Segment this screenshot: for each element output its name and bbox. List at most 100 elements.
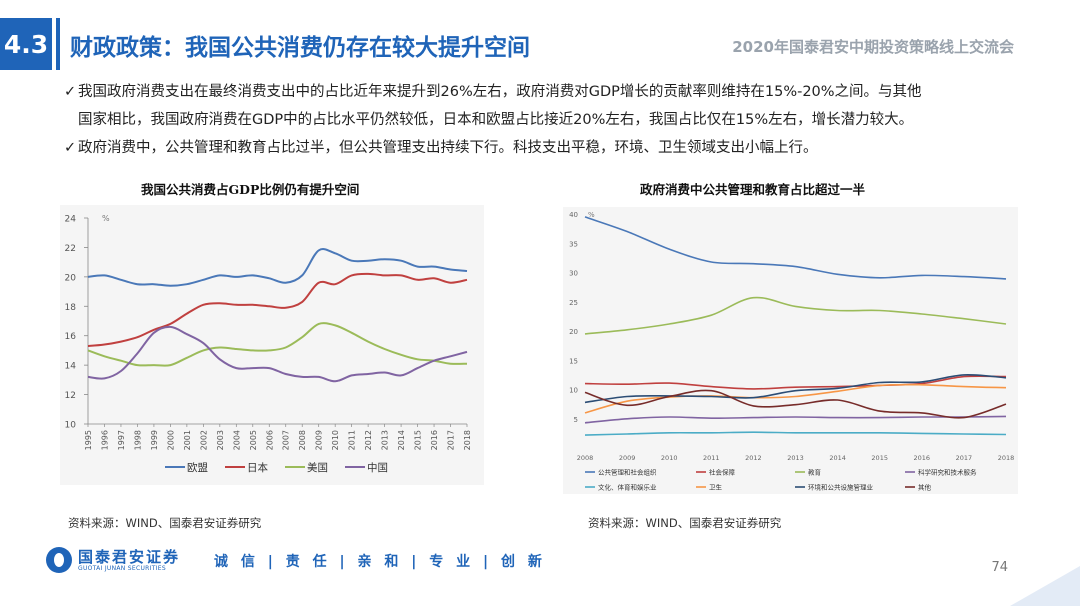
x-tick-label: 2007 — [282, 430, 291, 450]
x-tick-label: 2008 — [577, 454, 594, 462]
right-chart-title: 政府消费中公共管理和教育占比超过一半 — [640, 182, 866, 197]
x-tick-label: 1999 — [150, 430, 159, 450]
series-line-日本 — [87, 272, 468, 347]
y-tick-label: 22 — [65, 244, 76, 254]
x-tick-label: 2009 — [315, 430, 324, 450]
series-line-社会保障 — [584, 375, 1007, 390]
y-tick-label: 12 — [65, 391, 76, 401]
x-tick-label: 2014 — [829, 454, 846, 462]
x-tick-label: 2014 — [397, 430, 406, 450]
x-tick-label: 2008 — [298, 430, 307, 450]
series-line-其他 — [584, 389, 1007, 419]
series-line-卫生 — [584, 383, 1007, 414]
section-number: 4.3 — [0, 18, 52, 70]
x-tick-label: 2011 — [348, 430, 357, 450]
x-tick-label: 2016 — [914, 454, 931, 462]
series-line-欧盟 — [87, 248, 468, 287]
x-tick-label: 1998 — [133, 430, 142, 450]
series-line-美国 — [87, 322, 468, 367]
legend-label: 文化、体育和娱乐业 — [598, 483, 657, 492]
legend-label: 公共管理和社会组织 — [598, 468, 657, 477]
bullet-1-line-1: 我国政府消费支出在最终消费支出中的占比近年来提升到26%左右，政府消费对GDP增… — [78, 84, 922, 100]
event-title: 2020年国泰君安中期投资策略线上交流会 — [732, 38, 1014, 56]
x-tick-label: 2010 — [661, 454, 678, 462]
page-title: 财政政策：我国公共消费仍存在较大提升空间 — [70, 35, 530, 61]
company-motto: 诚 信 | 责 任 | 亲 和 | 专 业 | 创 新 — [214, 554, 546, 570]
legend-label: 社会保障 — [709, 468, 736, 477]
logo-icon — [46, 547, 72, 573]
y-unit-label: % — [102, 214, 110, 223]
x-tick-label: 2001 — [183, 430, 192, 450]
x-tick-label: 2016 — [430, 430, 439, 450]
legend-label: 教育 — [808, 468, 822, 477]
right-chart-panel — [563, 207, 1018, 494]
series-line-教育 — [584, 296, 1007, 335]
bullet-1-continued: 国家相比，我国政府消费在GDP中的占比水平仍然较低，日本和欧盟占比接近20%左右… — [78, 112, 914, 128]
x-tick-label: 2017 — [447, 430, 456, 450]
left-source-note: 资料来源：WIND、国泰君安证券研究 — [68, 516, 262, 530]
x-tick-label: 2013 — [381, 430, 390, 450]
logo-name-cn: 国泰君安证券 — [78, 547, 181, 566]
header-divider — [56, 18, 60, 70]
x-tick-label: 2012 — [745, 454, 762, 462]
series-line-环境和公共设施管理业 — [584, 374, 1007, 404]
check-icon: ✓ — [64, 140, 77, 156]
logo-name-en: GUOTAI JUNAN SECURITIES — [78, 564, 166, 572]
bullet-2: ✓ 政府消费中，公共管理和教育占比过半，但公共管理支出持续下行。科技支出平稳，环境… — [64, 134, 1024, 162]
x-tick-label: 2010 — [331, 430, 340, 450]
y-tick-label: 20 — [569, 328, 578, 336]
series-line-公共管理和社会组织 — [584, 216, 1007, 280]
y-tick-label: 18 — [65, 303, 77, 313]
y-tick-label: 10 — [65, 421, 77, 431]
x-tick-label: 2015 — [414, 430, 423, 450]
x-tick-label: 2015 — [871, 454, 888, 462]
x-tick-label: 2003 — [216, 430, 225, 450]
left-chart-title: 我国公共消费占GDP比例仍有提升空间 — [141, 182, 360, 197]
x-tick-label: 2002 — [199, 430, 208, 450]
y-tick-label: 5 — [574, 416, 578, 424]
bullet-1: ✓ 我国政府消费支出在最终消费支出中的占比近年来提升到26%左右，政府消费对GDP… — [64, 78, 1024, 106]
series-line-中国 — [87, 325, 468, 383]
y-tick-label: 24 — [65, 215, 77, 225]
legend-label: 欧盟 — [187, 462, 208, 474]
x-tick-label: 2017 — [956, 454, 973, 462]
x-tick-label: 2009 — [619, 454, 636, 462]
series-line-科学研究和技术服务 — [584, 415, 1007, 424]
legend-label: 日本 — [247, 461, 268, 474]
x-tick-label: 2000 — [166, 430, 175, 450]
y-tick-label: 10 — [569, 387, 578, 395]
legend-label: 其他 — [918, 483, 932, 492]
right-source-note: 资料来源：WIND、国泰君安证券研究 — [588, 516, 782, 530]
y-tick-label: 30 — [569, 270, 578, 278]
legend-label: 科学研究和技术服务 — [918, 468, 977, 477]
x-tick-label: 2011 — [703, 454, 720, 462]
legend-label: 环境和公共设施管理业 — [808, 483, 874, 492]
legend-label: 中国 — [367, 461, 388, 474]
y-tick-label: 20 — [65, 273, 77, 283]
x-tick-label: 2005 — [249, 430, 258, 450]
x-tick-label: 2013 — [787, 454, 804, 462]
x-tick-label: 2006 — [265, 430, 274, 450]
y-tick-label: 40 — [569, 211, 578, 219]
x-tick-label: 2018 — [463, 430, 472, 450]
y-tick-label: 14 — [65, 362, 77, 372]
legend-label: 卫生 — [709, 483, 723, 492]
y-tick-label: 15 — [569, 357, 578, 365]
y-tick-label: 25 — [569, 299, 578, 307]
x-tick-label: 1995 — [84, 430, 93, 450]
legend-label: 美国 — [307, 461, 328, 474]
x-tick-label: 2012 — [364, 430, 373, 450]
corner-decoration — [1010, 566, 1080, 606]
x-tick-label: 1996 — [100, 430, 109, 450]
x-tick-label: 2018 — [998, 454, 1015, 462]
y-tick-label: 16 — [65, 332, 77, 342]
series-line-文化、体育和娱乐业 — [584, 431, 1007, 436]
x-tick-label: 2004 — [232, 430, 241, 450]
bullet-list: ✓ 我国政府消费支出在最终消费支出中的占比近年来提升到26%左右，政府消费对GDP… — [64, 78, 1024, 162]
check-icon: ✓ — [64, 84, 77, 100]
y-tick-label: 35 — [569, 240, 578, 248]
left-chart-panel — [60, 205, 484, 485]
bullet-2-text: 政府消费中，公共管理和教育占比过半，但公共管理支出持续下行。科技支出平稳，环境、… — [78, 140, 818, 156]
